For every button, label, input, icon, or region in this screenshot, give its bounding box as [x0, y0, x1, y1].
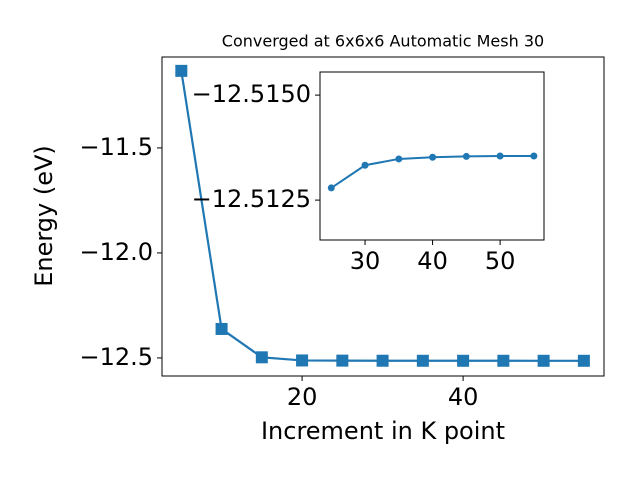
marker [530, 152, 538, 160]
marker [376, 354, 389, 367]
x-tick-label: 40 [448, 383, 479, 411]
y-tick-label: −12.5 [79, 343, 153, 371]
x-tick-label: 20 [287, 383, 318, 411]
x-axis-label: Increment in K point [261, 417, 505, 445]
x-tick-label: 30 [350, 247, 381, 275]
marker [395, 155, 403, 163]
y-tick-label: −11.5 [79, 133, 153, 161]
marker [175, 64, 188, 77]
y-tick-label: −12.5125 [192, 185, 311, 213]
y-tick-label: −12.5150 [192, 80, 311, 108]
marker [496, 152, 504, 160]
marker [497, 354, 510, 367]
marker [336, 354, 349, 367]
x-tick-label: 50 [485, 247, 516, 275]
marker [296, 354, 309, 367]
marker [327, 184, 335, 192]
y-tick-label: −12.0 [79, 238, 153, 266]
marker [215, 322, 228, 335]
marker [416, 354, 429, 367]
y-axis-label: Energy (eV) [30, 145, 58, 287]
marker [429, 153, 437, 161]
chart-title: Converged at 6x6x6 Automatic Mesh 30 [222, 32, 544, 51]
marker [255, 351, 268, 364]
x-tick-label: 40 [417, 247, 448, 275]
marker [577, 354, 590, 367]
marker [457, 354, 470, 367]
marker [462, 152, 470, 160]
marker [537, 354, 550, 367]
marker [361, 161, 369, 169]
